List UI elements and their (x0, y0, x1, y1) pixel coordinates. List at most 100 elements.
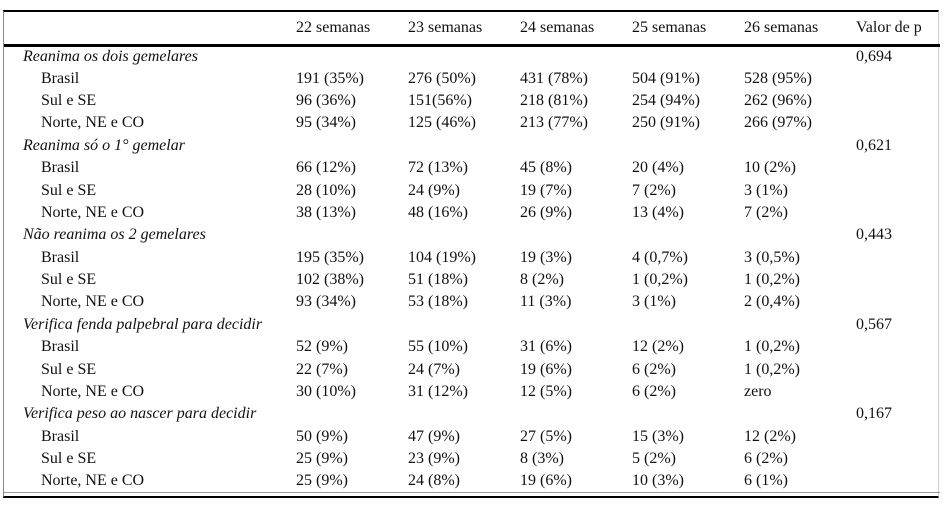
cell: 7 (2%) (744, 203, 788, 221)
cell: 51 (18%) (408, 271, 468, 289)
cell: 1 (0,2%) (744, 360, 800, 378)
cell: 93 (34%) (296, 293, 356, 311)
cell: 15 (3%) (632, 427, 684, 445)
p-value: 0,621 (856, 136, 892, 154)
empty-cell (632, 403, 744, 425)
row-label: Norte, NE e CO (41, 383, 145, 401)
section-title: Verifica fenda palpebral para decidir (23, 315, 263, 333)
cell: 31 (6%) (520, 338, 572, 356)
cell: 3 (1%) (632, 293, 676, 311)
header-row: 22 semanas 23 semanas 24 semanas 25 sema… (4, 12, 940, 47)
cell: 6 (2%) (632, 360, 676, 378)
section-title: Reanima só o 1° gemelar (23, 136, 185, 154)
cell: 28 (10%) (296, 181, 356, 199)
empty-cell (408, 224, 520, 246)
cell: 10 (3%) (632, 470, 744, 494)
empty-cell (856, 179, 940, 201)
table-row: Norte, NE e CO 95 (34%) 125 (46%) 213 (7… (4, 112, 940, 134)
cell: 19 (3%) (520, 248, 572, 266)
row-label: Brasil (41, 159, 80, 177)
table-row: Norte, NE e CO 38 (13%) 48 (16%) 26 (9%)… (4, 202, 940, 224)
empty-cell (520, 314, 632, 336)
cell: 8 (2%) (520, 271, 564, 289)
cell: 66 (12%) (296, 159, 356, 177)
cell: 45 (8%) (520, 159, 572, 177)
cell: 104 (19%) (408, 248, 476, 266)
empty-cell (856, 336, 940, 358)
empty-cell (856, 90, 940, 112)
cell: 4 (0,7%) (632, 248, 688, 266)
cell: 24 (9%) (408, 181, 460, 199)
cell: 22 (7%) (296, 360, 348, 378)
cell: 218 (81%) (520, 91, 588, 109)
section-title-row: Reanima os dois gemelares 0,694 (4, 45, 940, 67)
cell: 266 (97%) (744, 114, 812, 132)
empty-cell (632, 135, 744, 157)
empty-cell (408, 45, 520, 67)
row-label: Norte, NE e CO (41, 203, 145, 221)
cell: 19 (6%) (520, 360, 572, 378)
empty-cell (296, 314, 408, 336)
empty-cell (296, 135, 408, 157)
section-title: Verifica peso ao nascer para decidir (23, 405, 257, 423)
p-value: 0,694 (856, 47, 892, 65)
table-row: Norte, NE e CO 93 (34%) 53 (18%) 11 (3%)… (4, 291, 940, 313)
empty-cell (408, 135, 520, 157)
cell: 504 (91%) (632, 69, 700, 87)
table-row: Norte, NE e CO 30 (10%) 31 (12%) 12 (5%)… (4, 381, 940, 403)
col-header-25-semanas: 25 semanas (632, 12, 744, 47)
empty-cell (744, 135, 856, 157)
table-row: Brasil 50 (9%) 47 (9%) 27 (5%) 15 (3%) 1… (4, 426, 940, 448)
cell: 431 (78%) (520, 69, 588, 87)
cell: 10 (2%) (744, 159, 796, 177)
empty-cell (744, 314, 856, 336)
empty-cell (856, 112, 940, 134)
cell: 12 (2%) (744, 427, 796, 445)
row-label: Brasil (41, 427, 80, 445)
row-label: Brasil (41, 338, 80, 356)
cell: 191 (35%) (296, 69, 364, 87)
p-value: 0,167 (856, 405, 892, 423)
empty-cell (744, 403, 856, 425)
empty-cell (856, 157, 940, 179)
row-label: Sul e SE (41, 271, 97, 289)
results-table: 22 semanas 23 semanas 24 semanas 25 sema… (3, 10, 940, 499)
empty-cell (856, 381, 940, 403)
table-row: Sul e SE 25 (9%) 23 (9%) 8 (3%) 5 (2%) 6… (4, 448, 940, 470)
row-label: Sul e SE (41, 360, 97, 378)
section-title-row: Verifica peso ao nascer para decidir 0,1… (4, 403, 940, 425)
cell: 31 (12%) (408, 383, 468, 401)
table-row: Brasil 66 (12%) 72 (13%) 45 (8%) 20 (4%)… (4, 157, 940, 179)
empty-cell (856, 470, 940, 494)
cell: 26 (9%) (520, 203, 572, 221)
cell: 102 (38%) (296, 271, 364, 289)
row-label: Norte, NE e CO (41, 114, 145, 132)
empty-cell (520, 403, 632, 425)
cell: 25 (9%) (296, 470, 408, 494)
cell: 6 (2%) (744, 450, 788, 468)
cell: 11 (3%) (520, 293, 572, 311)
empty-cell (296, 224, 408, 246)
p-value: 0,567 (856, 315, 892, 333)
cell: 27 (5%) (520, 427, 572, 445)
empty-cell (856, 247, 940, 269)
empty-cell (856, 426, 940, 448)
cell: 528 (95%) (744, 69, 812, 87)
cell: 3 (0,5%) (744, 248, 800, 266)
empty-cell (632, 224, 744, 246)
cell: 6 (2%) (632, 383, 676, 401)
cell: 19 (6%) (520, 470, 632, 494)
col-header-23-semanas: 23 semanas (408, 12, 520, 47)
cell: 25 (9%) (296, 450, 348, 468)
table-row: Sul e SE 102 (38%) 51 (18%) 8 (2%) 1 (0,… (4, 269, 940, 291)
cell: 38 (13%) (296, 203, 356, 221)
section-title-row: Reanima só o 1° gemelar 0,621 (4, 135, 940, 157)
cell: 1 (0,2%) (744, 338, 800, 356)
cell: 50 (9%) (296, 427, 348, 445)
cell: 8 (3%) (520, 450, 564, 468)
cell: 213 (77%) (520, 114, 588, 132)
cell: 30 (10%) (296, 383, 356, 401)
empty-cell (632, 45, 744, 67)
cell: 125 (46%) (408, 114, 476, 132)
row-label: Norte, NE e CO (4, 470, 296, 494)
